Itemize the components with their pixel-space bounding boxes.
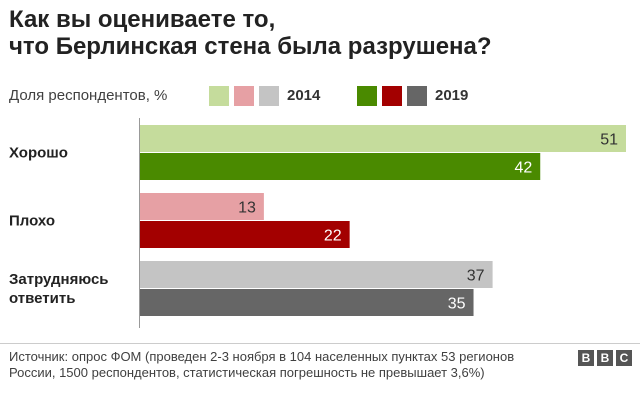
bar-2019 xyxy=(140,221,350,248)
legend-year-2019: 2019 xyxy=(435,87,469,104)
bar-chart: Хорошо 51 42 Плохо 13 22 Затрудняюсь ответить 37… xyxy=(9,118,626,328)
bar-value-label: 51 xyxy=(600,132,618,149)
source-note: Источник: опрос ФОМ (проведен 2-3 ноября… xyxy=(9,349,515,380)
legend-label: Доля респондентов, % xyxy=(9,87,168,104)
bar-2014 xyxy=(140,261,493,288)
bar-value-label: 13 xyxy=(238,200,256,217)
bbc-logo-letter-2: B xyxy=(597,350,613,366)
chart-title: Как вы оцениваете то, что Берлинская сте… xyxy=(9,6,492,60)
chart-title-line-1: Как вы оцениваете то, xyxy=(9,6,276,33)
legend-swatch-2014-green xyxy=(209,86,229,106)
bbc-logo: B B C xyxy=(578,350,632,366)
bbc-logo-letter-1: B xyxy=(578,350,594,366)
category-label: ответить xyxy=(9,290,75,307)
legend-swatch-2014-grey xyxy=(259,86,279,106)
legend-year-2014: 2014 xyxy=(287,87,321,104)
bar-value-label: 35 xyxy=(448,296,466,313)
category-label: Затрудняюсь xyxy=(9,271,109,288)
bar-value-label: 42 xyxy=(514,160,532,177)
category-label: Плохо xyxy=(9,213,55,230)
chart-title-line-2: что Берлинская стена была разрушена? xyxy=(9,33,492,60)
bar-2014 xyxy=(140,125,626,152)
bar-value-label: 22 xyxy=(324,228,342,245)
category-label: Хорошо xyxy=(9,145,68,162)
bbc-logo-letter-3: C xyxy=(616,350,632,366)
legend-swatch-2019-red xyxy=(382,86,402,106)
bar-2014 xyxy=(140,193,264,220)
footer-divider xyxy=(0,343,640,344)
legend-swatch-2019-green xyxy=(357,86,377,106)
bar-2019 xyxy=(140,289,474,316)
legend-swatch-2019-grey xyxy=(407,86,427,106)
bar-value-label: 37 xyxy=(467,268,485,285)
legend-swatch-2014-red xyxy=(234,86,254,106)
bar-2019 xyxy=(140,153,541,180)
